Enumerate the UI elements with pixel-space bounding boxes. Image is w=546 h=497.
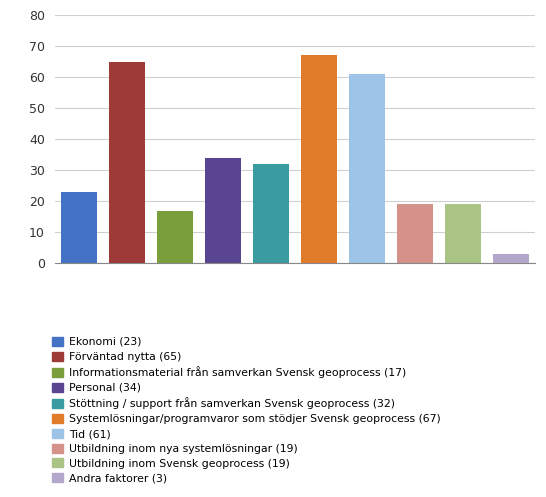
Bar	[445, 204, 481, 263]
Bar	[109, 62, 145, 263]
Bar	[61, 192, 97, 263]
Legend: Ekonomi (23), Förväntad nytta (65), Informationsmaterial från samverkan Svensk g: Ekonomi (23), Förväntad nytta (65), Info…	[49, 333, 443, 487]
Bar	[397, 204, 433, 263]
Bar	[349, 74, 385, 263]
Bar	[253, 164, 289, 263]
Bar	[493, 254, 529, 263]
Bar	[157, 211, 193, 263]
Bar	[205, 158, 241, 263]
Bar	[301, 55, 337, 263]
